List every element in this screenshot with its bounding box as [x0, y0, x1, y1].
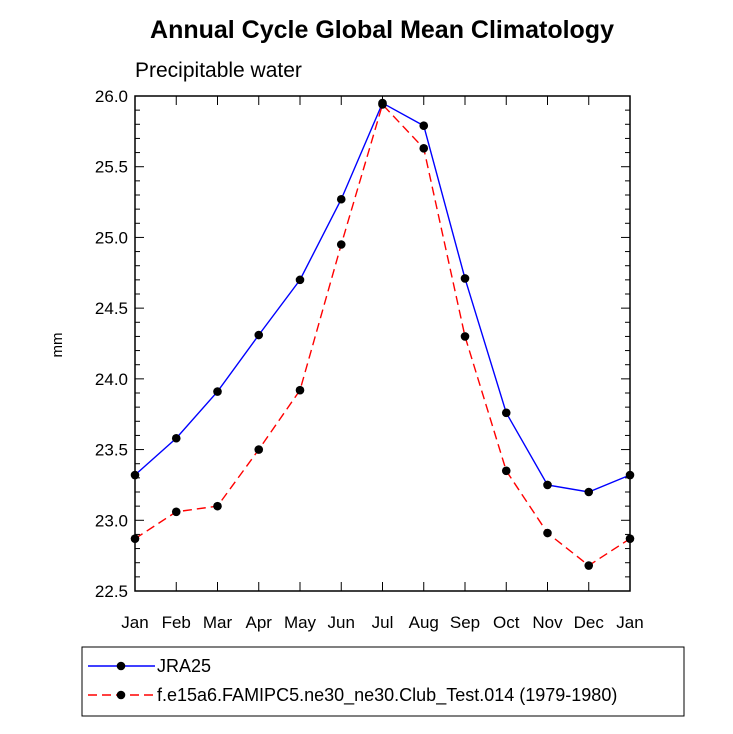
series-1-point	[584, 487, 594, 497]
x-tick-label: Jan	[121, 613, 148, 632]
x-tick-label: May	[284, 613, 317, 632]
x-tick-label: Apr	[246, 613, 273, 632]
x-tick-label: Nov	[532, 613, 563, 632]
series-2-point	[501, 466, 511, 476]
minor-ticks	[135, 109, 630, 578]
series-1-point	[254, 330, 264, 340]
series-1-point	[336, 194, 346, 204]
y-axis-label: mm	[49, 333, 66, 358]
series-1-point	[295, 275, 305, 285]
chart-subtitle: Precipitable water	[135, 59, 302, 82]
series-2-point	[213, 501, 222, 511]
series-line-2	[134, 103, 631, 567]
legend-marker-2	[116, 690, 126, 700]
series-2-point	[295, 385, 305, 395]
major-ticks	[134, 95, 631, 592]
legend-label-1: JRA25	[157, 656, 211, 676]
x-tick-label: Jun	[328, 613, 355, 632]
series-1-point	[501, 408, 511, 418]
legend: JRA25 f.e15a6.FAMIPC5.ne30_ne30.Club_Test…	[81, 646, 685, 717]
y-tick-labels: 26.0 25.5 25.0 24.5 24.0 23.5 23.0 22.5	[95, 87, 128, 601]
x-tick-label: Jul	[372, 613, 394, 632]
series-1-point	[460, 274, 470, 283]
plot-frame	[134, 95, 631, 592]
series-line-1	[134, 102, 631, 493]
y-tick-label: 22.5	[95, 582, 128, 601]
legend-label-2: f.e15a6.FAMIPC5.ne30_ne30.Club_Test.014 …	[157, 685, 617, 706]
x-tick-label: Mar	[203, 613, 233, 632]
x-tick-label: Aug	[409, 613, 439, 632]
x-tick-label: Jan	[616, 613, 643, 632]
series-2-point	[543, 528, 552, 538]
series-2-point	[419, 144, 429, 153]
series-2-point	[378, 100, 387, 109]
x-tick-label: Oct	[493, 613, 520, 632]
series-2-point	[254, 445, 264, 454]
series-1-point	[130, 470, 140, 480]
legend-marker-1	[116, 661, 126, 671]
series-2-point	[130, 534, 140, 543]
series-markers	[130, 98, 635, 570]
series-2-point	[584, 561, 594, 570]
series-1-point	[213, 387, 222, 396]
y-tick-label: 24.0	[95, 370, 128, 389]
x-tick-label: Feb	[162, 613, 191, 632]
y-tick-label: 25.0	[95, 228, 128, 247]
x-tick-label: Sep	[450, 613, 480, 632]
series-2-point	[625, 534, 635, 543]
series-1-point	[625, 470, 635, 480]
series-1-point	[543, 480, 552, 490]
x-tick-labels: Jan Feb Mar Apr May Jun Jul Aug Sep Oct Nov Dec Jan	[121, 613, 643, 632]
series-2-point	[336, 240, 346, 249]
series-lines	[134, 102, 631, 567]
series-1-point	[419, 121, 429, 130]
x-tick-label: Dec	[574, 613, 605, 632]
y-tick-label: 24.5	[95, 299, 128, 318]
y-tick-label: 25.5	[95, 158, 128, 177]
series-2-point	[460, 332, 470, 341]
y-tick-label: 23.0	[95, 511, 128, 530]
series-1-point	[171, 433, 181, 443]
series-2-point	[171, 507, 181, 517]
y-tick-label: 23.5	[95, 441, 128, 460]
legend-box	[81, 646, 685, 717]
chart-title: Annual Cycle Global Mean Climatology	[150, 16, 614, 44]
y-tick-label: 26.0	[95, 87, 128, 106]
